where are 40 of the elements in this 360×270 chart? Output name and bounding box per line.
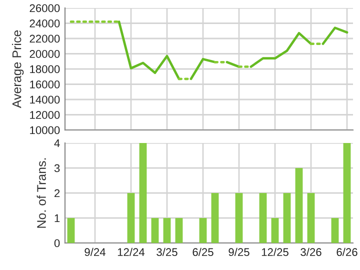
bar [211,193,219,243]
y-tick-label: 26000 [30,4,60,12]
bar [283,193,291,243]
y-tick-label: 18000 [30,65,60,74]
bar [67,218,75,243]
bar [259,193,267,243]
y-tick-label: 3 [54,164,60,172]
x-tick-label: 12/25 [262,248,288,256]
y-tick-label: 14000 [30,96,60,104]
x-tick-label: 3/25 [156,248,178,256]
bar [163,218,171,243]
bar [235,193,243,243]
y-tick-label: 16000 [30,80,60,88]
bar [151,218,159,243]
bar [343,143,351,243]
bar [295,168,303,243]
y-tick-label: 22000 [30,34,60,43]
x-tick-label: 12/24 [118,248,145,256]
bar [199,218,207,243]
bar [271,218,279,243]
x-tick-label: 6/25 [192,248,214,256]
y-tick-label: 2 [54,189,60,198]
y-tick-label: 0 [54,239,60,248]
x-tick-label: 6/26 [336,248,358,256]
y-axis-title: Average Price [12,30,24,108]
bar [307,193,315,243]
bar [139,143,147,243]
bar [331,218,339,243]
y-tick-label: 10000 [30,126,60,134]
y-tick-label: 1 [54,214,60,222]
y-tick-label: 20000 [30,50,60,58]
bar [127,193,135,243]
y-tick-label: 12000 [30,111,60,119]
y-tick-label: 24000 [30,20,60,28]
y-tick-label: 4 [54,139,60,148]
bar [175,218,183,243]
x-tick-label: 9/25 [228,248,250,256]
x-tick-label: 3/26 [300,248,322,256]
x-tick-label: 9/24 [84,248,106,256]
y-axis-title: No. of Trans. [36,158,46,228]
